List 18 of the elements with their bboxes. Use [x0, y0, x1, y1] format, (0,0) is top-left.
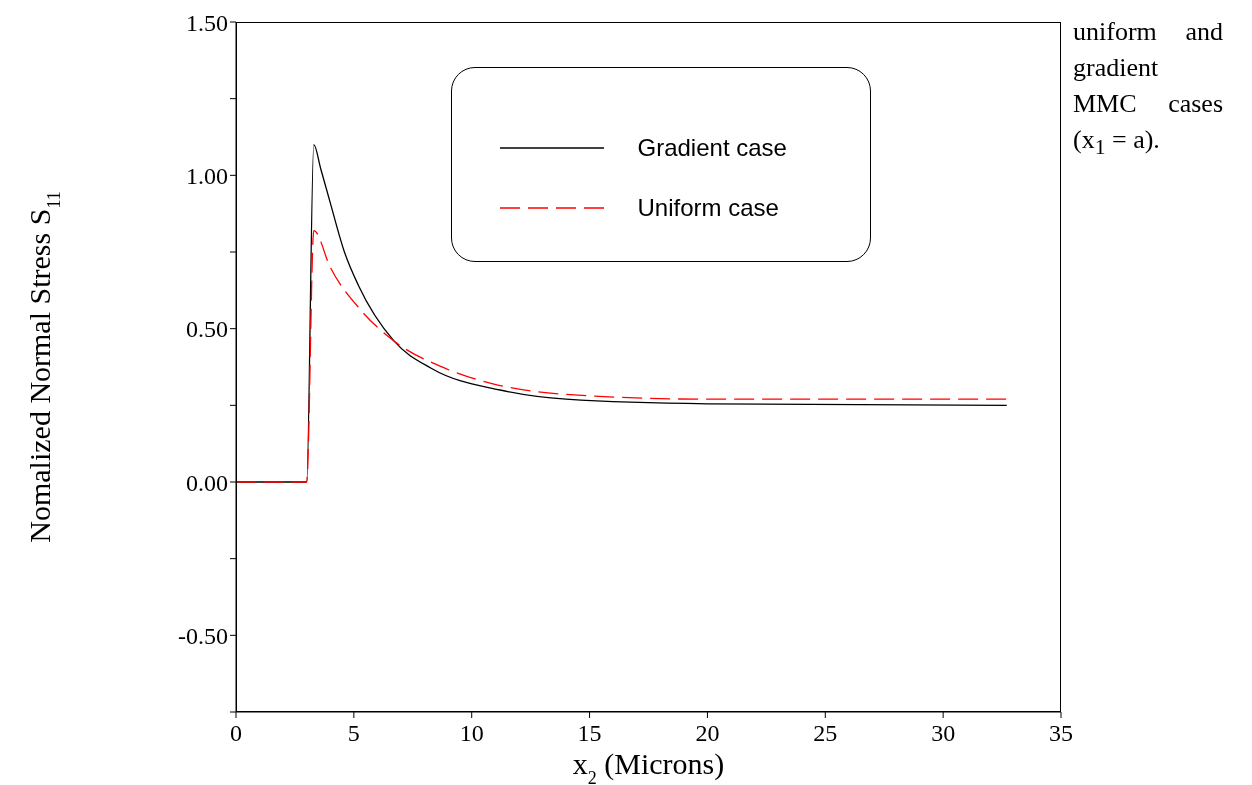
x-tick-label: 35	[1049, 720, 1073, 747]
x-tick-label: 15	[577, 720, 602, 747]
y-tick-label: 1.00	[186, 162, 228, 189]
x-tick-label: 10	[459, 720, 484, 747]
legend-label: Uniform case	[637, 194, 779, 222]
line-series	[236, 229, 1008, 483]
y-tick-label: 0.00	[186, 469, 228, 496]
x-tick-label: 25	[813, 720, 838, 747]
y-tick-label: -0.50	[178, 622, 228, 649]
x-tick-label: 5	[347, 720, 360, 747]
legend-label: Gradient case	[637, 134, 787, 162]
y-tick-label: 1.50	[186, 9, 228, 36]
text: uniform and gradient MMC cases (x$_{1}$ = a).	[1073, 16, 1223, 162]
x-axis-title: x$_{2}$ (Microns)	[572, 747, 725, 785]
x-tick-label: 0	[230, 720, 242, 747]
y-tick-label: 0.50	[186, 316, 228, 343]
x-tick-label: 20	[695, 720, 720, 747]
x-tick-label: 30	[931, 720, 956, 747]
